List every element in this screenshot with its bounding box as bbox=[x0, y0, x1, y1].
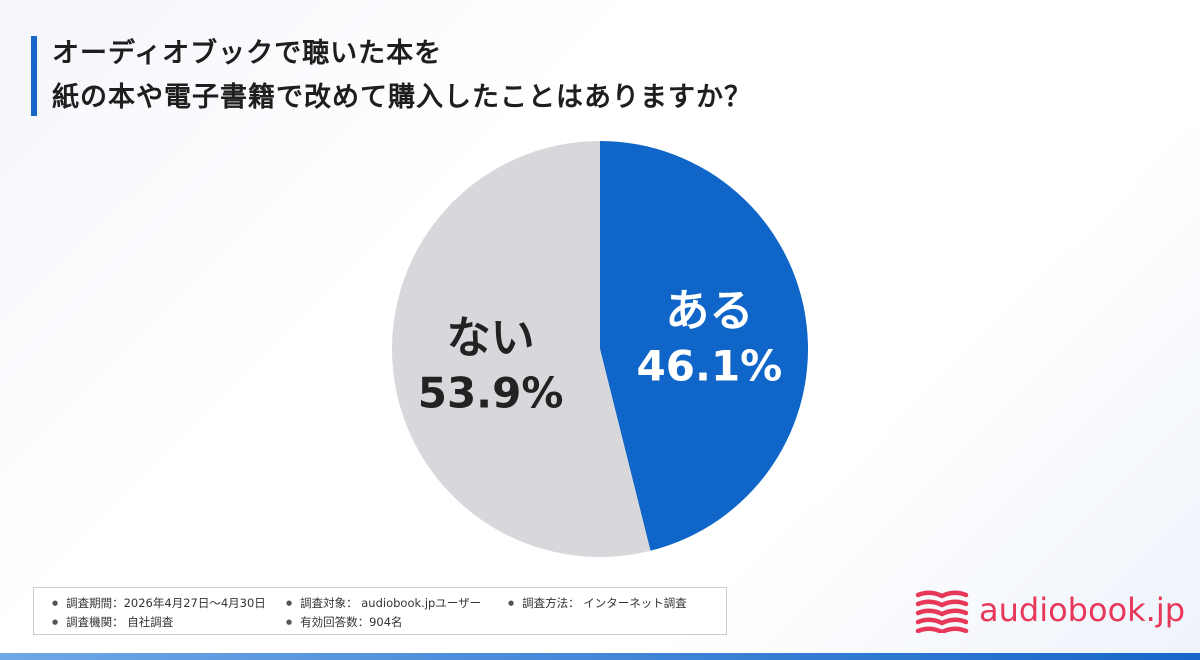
title-accent-bar bbox=[31, 36, 37, 116]
survey-method: 調査方法： インターネット調査 bbox=[508, 595, 687, 611]
slice-value-1: 46.1% bbox=[637, 342, 783, 391]
survey-info-box: 調査期間：2026年4月27日〜4月30日 調査対象： audiobook.jp… bbox=[33, 587, 727, 635]
survey-responses: 有効回答数：904名 bbox=[286, 614, 402, 630]
brand-name: audiobook.jp bbox=[979, 591, 1186, 629]
brand-logo: audiobook.jp bbox=[915, 589, 1185, 633]
book-stack-logo-icon bbox=[915, 590, 969, 633]
slice-label-2: ない bbox=[447, 312, 535, 363]
page-title: オーディオブックで聴いた本を 紙の本や電子書籍で改めて購入したことはありますか？ bbox=[52, 32, 1052, 120]
survey-period: 調査期間：2026年4月27日〜4月30日 bbox=[52, 595, 266, 611]
survey-agency: 調査機関： 自社調査 bbox=[52, 614, 173, 630]
slice-value-2: 53.9% bbox=[418, 368, 564, 417]
title-line-2: 紙の本や電子書籍で改めて購入したことはありますか？ bbox=[52, 82, 752, 113]
bottom-accent-strip bbox=[0, 653, 1200, 660]
slice-label-1: ある bbox=[665, 286, 753, 337]
pie-chart: ある 46.1% ない 53.9% bbox=[392, 141, 809, 557]
survey-target: 調査対象： audiobook.jpユーザー bbox=[286, 595, 481, 611]
pie-slice-1 bbox=[600, 141, 809, 551]
title-line-1: オーディオブックで聴いた本を bbox=[52, 38, 443, 69]
pie-slice-2 bbox=[392, 141, 651, 557]
